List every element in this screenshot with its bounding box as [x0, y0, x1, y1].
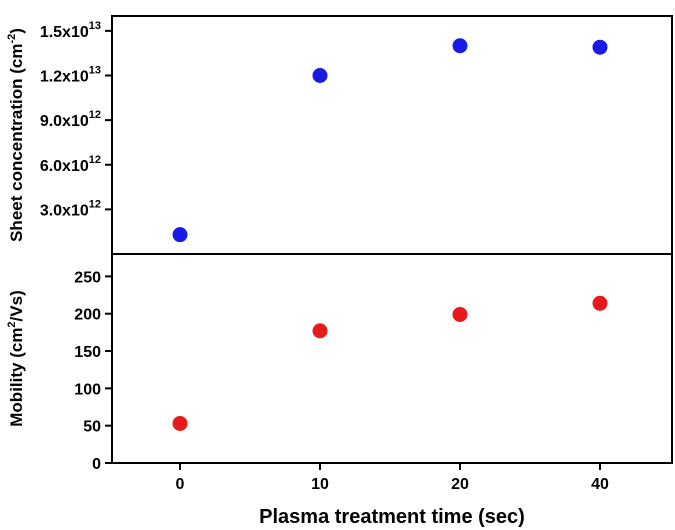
- mobility-data-point: [592, 295, 608, 311]
- x-axis: 0 10 20 40: [176, 463, 609, 493]
- mobility-data-point: [172, 415, 188, 431]
- x-tick-label: 0: [176, 476, 185, 493]
- sheet-data-point: [452, 38, 468, 54]
- mobility-ytick-label: 100: [74, 381, 101, 398]
- mobility-ytick-label: 0: [92, 456, 101, 473]
- mobility-ytick-label: 50: [83, 419, 101, 436]
- sheet-ytick-label: 9.0x1012: [40, 109, 101, 130]
- sheet-data-point: [312, 68, 328, 83]
- sheet-data-point: [592, 39, 608, 55]
- sheet-concentration-panel: 3.0x1012 6.0x1012 9.0x1012 1.2x1013 1.5x1013…: [6, 15, 673, 255]
- x-axis-title: Plasma treatment time (sec): [259, 506, 525, 528]
- sheet-ytick-label: 1.5x1013: [40, 20, 101, 41]
- mobility-ytick-label: 150: [74, 344, 101, 361]
- mobility-data-point: [312, 323, 328, 339]
- sheet-ytick-label: 6.0x1012: [40, 154, 101, 175]
- mobility-plot-frame: [111, 253, 673, 464]
- sheet-ytick-label: 3.0x1012: [40, 198, 101, 219]
- x-tick-label: 40: [591, 476, 609, 493]
- mobility-ytick-label: 200: [74, 307, 101, 324]
- x-tick-label: 20: [451, 476, 469, 493]
- mobility-data-point: [452, 306, 468, 322]
- sheet-data-point: [172, 227, 188, 243]
- x-tick-label: 10: [311, 476, 329, 493]
- sheet-y-axis-title: Sheet concentration (cm-2): [6, 28, 26, 242]
- sheet-ytick-label: 1.2x1013: [40, 65, 101, 86]
- mobility-y-axis-title: Mobility (cm2/Vs): [6, 290, 26, 426]
- mobility-panel: 0 50 100 150 200 250 Mobility (cm2/Vs): [6, 253, 673, 473]
- sheet-plot-frame: [111, 15, 673, 255]
- mobility-ytick-label: 250: [74, 269, 101, 286]
